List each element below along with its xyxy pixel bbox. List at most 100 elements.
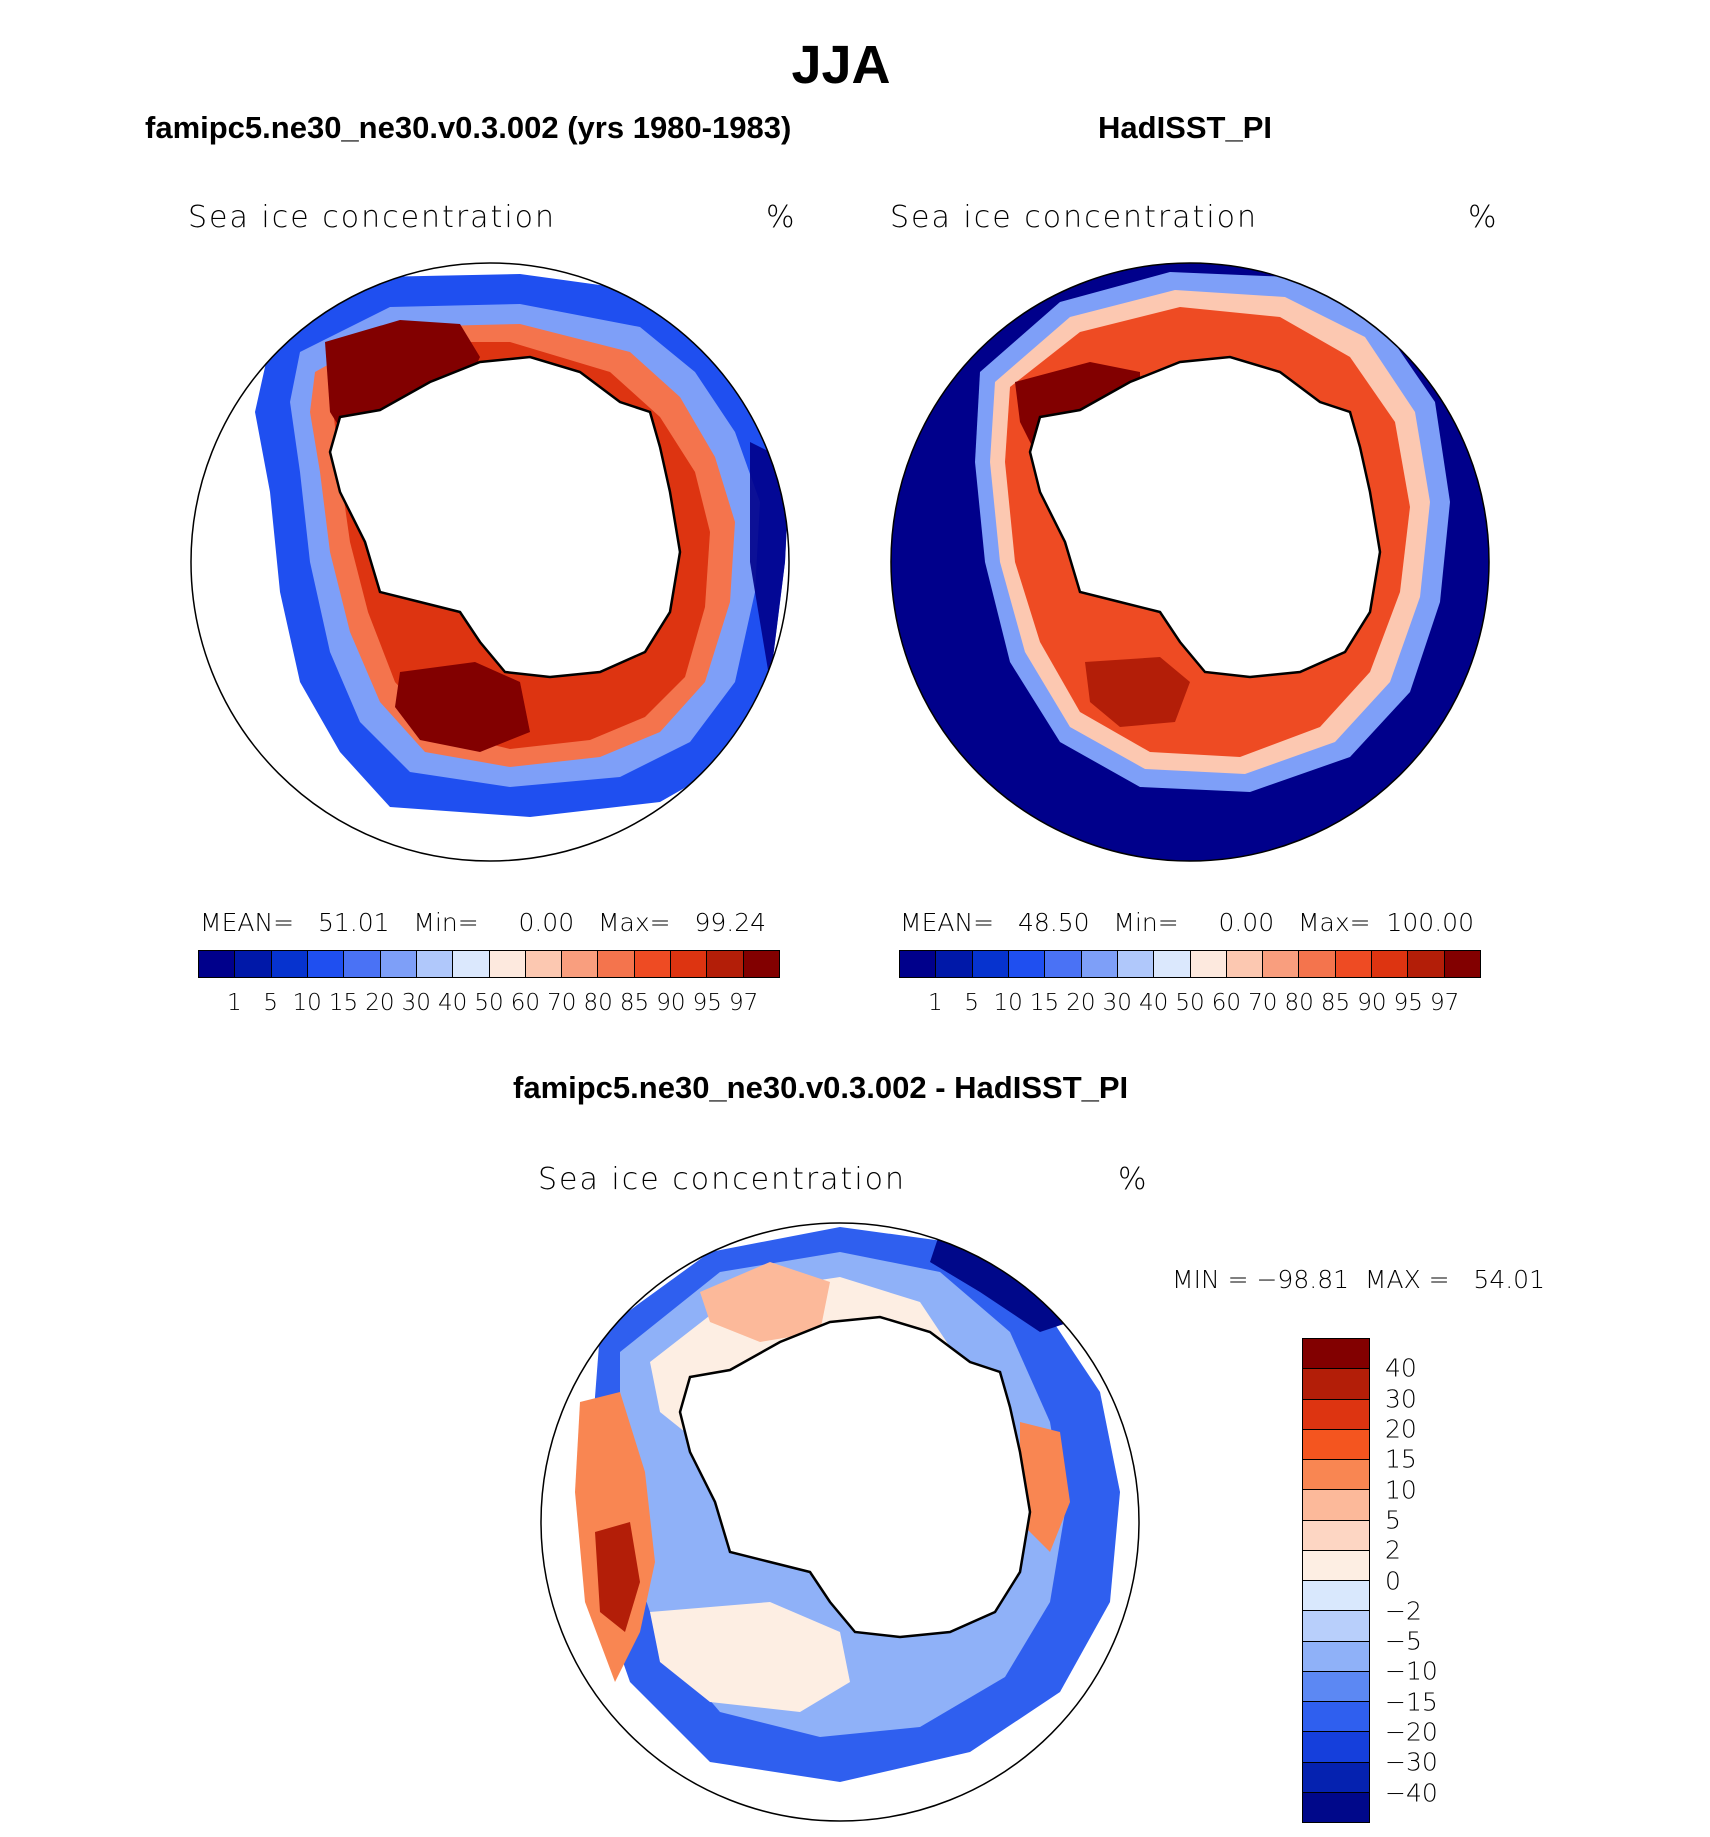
panel-1-colorbar-swatch bbox=[634, 951, 672, 977]
panel-2-colorbar-tick-label: 85 bbox=[1320, 990, 1351, 1016]
panel-3-colorbar-tick-label: 40 bbox=[1385, 1353, 1417, 1383]
panel-3-minmax: MIN = −98.81 MAX = 54.01 bbox=[1172, 1265, 1545, 1294]
panel-1-colorbar-swatch bbox=[525, 951, 563, 977]
panel-2-title: HadISST_PI bbox=[1098, 110, 1272, 145]
panel-1-colorbar-tick-label: 50 bbox=[474, 990, 504, 1016]
panel-1-min-value: 0.00 bbox=[518, 908, 575, 937]
panel-1-map bbox=[190, 262, 790, 862]
panel-1-colorbar-tick-label: 97 bbox=[728, 990, 759, 1016]
panel-2-colorbar-swatch bbox=[1045, 951, 1082, 977]
panel-1-min-label: Min= bbox=[413, 908, 479, 937]
panel-3-colorbar-tick-label: −40 bbox=[1385, 1778, 1438, 1808]
panel-1-colorbar-swatch bbox=[271, 951, 308, 977]
panel-1-colorbar-tick-label: 80 bbox=[583, 990, 613, 1016]
panel-3-colorbar-swatch bbox=[1303, 1369, 1369, 1400]
panel-1-colorbar-tick-label: 60 bbox=[510, 990, 541, 1016]
panel-3-colorbar-swatch bbox=[1303, 1550, 1369, 1581]
panel-2-colorbar-tick-label: 30 bbox=[1102, 990, 1132, 1016]
panel-2-max-label: Max= bbox=[1297, 908, 1371, 937]
panel-1-colorbar-tick-label: 30 bbox=[401, 990, 431, 1016]
panel-3-colorbar-tick-label: −15 bbox=[1385, 1687, 1438, 1717]
panel-1-stats: MEAN= 51.01 Min= 0.00 Max= 99.24 bbox=[200, 908, 766, 937]
panel-3-colorbar-swatch bbox=[1303, 1581, 1369, 1612]
panel-2-colorbar-tick-label: 15 bbox=[1029, 990, 1060, 1016]
panel-1-colorbar-swatch bbox=[199, 951, 236, 977]
panel-2-colorbar-swatch bbox=[1117, 951, 1155, 977]
panel-2-colorbar-swatch bbox=[1190, 951, 1227, 977]
panel-1-max-value: 99.24 bbox=[694, 908, 767, 937]
panel-2-mean-value: 48.50 bbox=[1017, 908, 1090, 937]
panel-1-colorbar-ticks: 1 5 10 15 20 30 40 50 60 70 80 85 90 95 97 bbox=[198, 990, 780, 1020]
panel-3-colorbar-swatch bbox=[1303, 1490, 1369, 1521]
panel-1-units-label: % bbox=[766, 200, 797, 235]
panel-1-mean-label: MEAN= bbox=[200, 908, 295, 937]
panel-3-colorbar-tick-label: −5 bbox=[1385, 1626, 1422, 1656]
panel-1-colorbar-tick-label: 70 bbox=[547, 990, 577, 1016]
panel-1-colorbar bbox=[198, 950, 780, 978]
panel-1-variable-label: Sea ice concentration bbox=[188, 200, 557, 235]
panel-3-colorbar-tick-label: −30 bbox=[1385, 1747, 1438, 1777]
panel-2-colorbar-tick-label: 95 bbox=[1393, 990, 1423, 1016]
panel-3-antarctica bbox=[678, 1315, 1032, 1639]
panel-1-mean-value: 51.01 bbox=[317, 908, 390, 937]
panel-1-colorbar-swatch bbox=[307, 951, 345, 977]
panel-2-mean-label: MEAN= bbox=[900, 908, 995, 937]
panel-2-antarctica bbox=[1028, 355, 1382, 679]
panel-3-colorbar-tick-label: 15 bbox=[1385, 1444, 1417, 1474]
panel-3-colorbar-swatch bbox=[1303, 1792, 1369, 1822]
panel-1-colorbar-swatch bbox=[380, 951, 417, 977]
panel-3-colorbar-tick-label: 2 bbox=[1385, 1535, 1401, 1565]
panel-3-colorbar bbox=[1302, 1338, 1370, 1823]
panel-2-colorbar-swatch bbox=[1408, 951, 1445, 977]
panel-2-colorbar-tick-label: 10 bbox=[993, 990, 1023, 1016]
panel-2-colorbar-tick-label: 40 bbox=[1138, 990, 1169, 1016]
panel-2-colorbar-tick-label: 5 bbox=[964, 990, 980, 1016]
panel-2-colorbar bbox=[899, 950, 1481, 978]
panel-1-colorbar-tick-label: 95 bbox=[692, 990, 722, 1016]
panel-3-colorbar-swatch bbox=[1303, 1399, 1369, 1430]
panel-1-colorbar-swatch bbox=[743, 951, 779, 977]
panel-2-min-label: Min= bbox=[1113, 908, 1179, 937]
panel-3-title: famipc5.ne30_ne30.v0.3.002 - HadISST_PI bbox=[513, 1070, 1129, 1105]
panel-1-colorbar-swatch bbox=[235, 951, 272, 977]
panel-1-colorbar-swatch bbox=[344, 951, 381, 977]
panel-3-colorbar-tick-label: −10 bbox=[1385, 1656, 1438, 1686]
panel-1-max-label: Max= bbox=[597, 908, 671, 937]
panel-1-colorbar-swatch bbox=[453, 951, 490, 977]
panel-2-colorbar-swatch bbox=[1226, 951, 1264, 977]
panel-2-colorbar-swatch bbox=[1008, 951, 1046, 977]
panel-3-colorbar-ticks: 40 30 20 15 10 5 2 0 −2 −5 −10 −15 −20 −30 −40 bbox=[1385, 1338, 1465, 1823]
panel-3-colorbar-tick-label: 20 bbox=[1385, 1414, 1417, 1444]
panel-3-colorbar-swatch bbox=[1303, 1460, 1369, 1491]
panel-3-colorbar-swatch bbox=[1303, 1339, 1369, 1370]
panel-3-colorbar-swatch bbox=[1303, 1671, 1369, 1702]
panel-2-colorbar-tick-label: 60 bbox=[1211, 990, 1242, 1016]
panel-2-colorbar-tick-label: 1 bbox=[928, 990, 943, 1016]
panel-2-colorbar-swatch bbox=[900, 951, 937, 977]
panel-2-colorbar-swatch bbox=[936, 951, 973, 977]
panel-3-units-label: % bbox=[1118, 1162, 1149, 1197]
panel-3-colorbar-tick-label: 10 bbox=[1385, 1475, 1417, 1505]
panel-1-colorbar-tick-label: 90 bbox=[656, 990, 686, 1016]
panel-3-colorbar-tick-label: −20 bbox=[1385, 1717, 1438, 1747]
panel-2-colorbar-swatch bbox=[1081, 951, 1118, 977]
panel-2-colorbar-tick-label: 90 bbox=[1357, 990, 1387, 1016]
panel-3-colorbar-tick-label: 30 bbox=[1385, 1384, 1417, 1414]
figure-title: JJA bbox=[791, 35, 891, 95]
panel-2-stats: MEAN= 48.50 Min= 0.00 Max= 100.00 bbox=[900, 908, 1474, 937]
panel-2-units-label: % bbox=[1468, 200, 1499, 235]
panel-2-colorbar-swatch bbox=[1372, 951, 1409, 977]
panel-2-colorbar-swatch bbox=[1335, 951, 1373, 977]
panel-3-colorbar-tick-label: 5 bbox=[1385, 1505, 1401, 1535]
panel-3-colorbar-swatch bbox=[1303, 1611, 1369, 1642]
panel-2-colorbar-swatch bbox=[1154, 951, 1191, 977]
panel-2-colorbar-tick-label: 50 bbox=[1175, 990, 1205, 1016]
panel-2-colorbar-ticks: 1 5 10 15 20 30 40 50 60 70 80 85 90 95 97 bbox=[899, 990, 1481, 1020]
panel-2-colorbar-tick-label: 80 bbox=[1284, 990, 1314, 1016]
panel-1-antarctica bbox=[328, 355, 682, 679]
panel-1-colorbar-tick-label: 85 bbox=[619, 990, 650, 1016]
panel-1-colorbar-swatch bbox=[416, 951, 454, 977]
panel-2-colorbar-swatch bbox=[972, 951, 1009, 977]
panel-3-colorbar-swatch bbox=[1303, 1520, 1369, 1551]
panel-2-variable-label: Sea ice concentration bbox=[890, 200, 1259, 235]
